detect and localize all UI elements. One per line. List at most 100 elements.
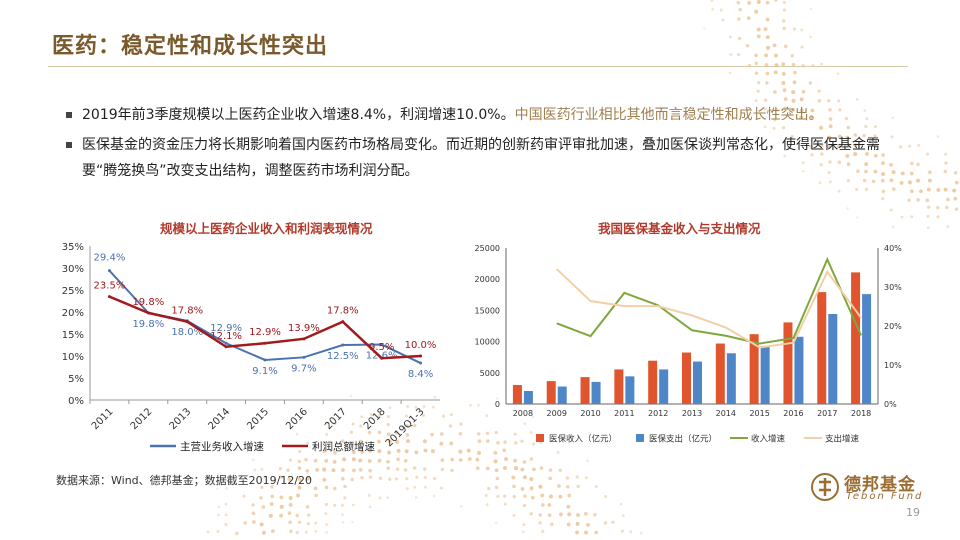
x-tick-label: 2018 <box>851 409 871 418</box>
decorative-dot <box>289 530 292 533</box>
decorative-dot <box>764 27 768 31</box>
decorative-dot <box>907 199 910 202</box>
decorative-dot <box>926 153 929 156</box>
decorative-dot <box>406 487 409 490</box>
decorative-dot <box>945 206 948 209</box>
decorative-dot <box>487 487 490 490</box>
decorative-dot <box>757 35 761 39</box>
decorative-dot <box>252 512 256 516</box>
page-title: 医药：稳定性和成长性突出 <box>52 28 328 60</box>
decorative-dot <box>558 495 562 499</box>
decorative-dot <box>322 478 326 482</box>
decorative-dot <box>917 144 920 147</box>
x-tick-label: 2009 <box>547 409 567 418</box>
decorative-dot <box>216 488 218 490</box>
logo-icon <box>810 472 840 502</box>
legend-label: 医保支出（亿元） <box>649 434 717 445</box>
decorative-dot <box>764 53 768 57</box>
decorative-dot <box>485 494 488 497</box>
bar-expense <box>727 353 736 404</box>
decorative-dot <box>908 180 912 184</box>
decorative-dot <box>757 0 761 4</box>
decorative-dot <box>901 216 904 219</box>
decorative-dot <box>557 484 561 488</box>
decorative-dot <box>270 502 274 506</box>
bar-expense <box>761 346 770 404</box>
decorative-dot <box>566 476 569 479</box>
decorative-dot <box>306 505 310 509</box>
x-tick-label: 2012 <box>129 406 155 432</box>
decorative-dot <box>773 90 777 94</box>
decorative-dot <box>405 477 408 480</box>
data-point <box>302 337 305 340</box>
decorative-dot <box>262 505 266 509</box>
y-left-tick-label: 10000 <box>475 338 500 347</box>
bullet-item: 2019年前3季度规模以上医药企业收入增速8.4%，利润增速10.0%。中国医药… <box>66 102 906 128</box>
decorative-dot <box>720 9 723 12</box>
decorative-dot <box>820 63 823 66</box>
decorative-dot <box>566 485 570 489</box>
decorative-dot <box>460 505 463 508</box>
bullet-text: 2019年前3季度规模以上医药企业收入增速8.4%，利润增速10.0%。 <box>82 107 515 123</box>
y-tick-label: 0% <box>68 396 84 407</box>
decorative-dot <box>818 90 821 93</box>
decorative-dot <box>512 514 515 517</box>
decorative-dot <box>388 478 391 481</box>
decorative-dot <box>538 485 542 489</box>
bar-expense <box>828 314 837 404</box>
decorative-dot <box>440 487 443 490</box>
decorative-dot <box>919 189 923 193</box>
decorative-dot <box>224 503 227 506</box>
y-left-tick-label: 15000 <box>475 306 500 315</box>
bar-expense <box>862 294 871 404</box>
decorative-dot <box>305 531 308 534</box>
decorative-dot <box>351 521 353 523</box>
decorative-dot <box>530 512 533 515</box>
decorative-dot <box>289 503 293 507</box>
decorative-dot <box>855 188 858 191</box>
decorative-dot <box>586 523 590 527</box>
decorative-dot <box>549 495 553 499</box>
decorative-dot <box>755 62 759 66</box>
decorative-dot <box>413 486 416 489</box>
decorative-dot <box>343 485 346 488</box>
decorative-dot <box>927 188 931 192</box>
decorative-dot <box>532 468 536 472</box>
x-tick-label: 2017 <box>323 406 349 432</box>
legend-label: 收入增速 <box>751 434 786 445</box>
decorative-dot <box>548 477 552 481</box>
decorative-dot <box>459 432 463 436</box>
data-point <box>419 362 422 365</box>
decorative-dot <box>955 181 959 185</box>
decorative-dot <box>604 521 607 524</box>
x-tick-label: 2013 <box>682 409 702 418</box>
decorative-dot <box>846 207 848 209</box>
decorative-dot <box>593 513 596 516</box>
decorative-dot <box>550 522 553 525</box>
bar-income <box>817 292 826 404</box>
decorative-dot <box>953 197 957 201</box>
data-point <box>147 311 150 314</box>
decorative-dot <box>512 485 516 489</box>
decorative-dot <box>360 476 363 479</box>
decorative-dot <box>567 523 571 527</box>
decorative-dot <box>522 530 525 533</box>
decorative-dot <box>703 27 705 29</box>
decorative-dot <box>595 485 598 488</box>
decorative-dot <box>529 477 533 481</box>
decorative-dot <box>369 505 372 508</box>
x-tick-label: 2010 <box>580 409 600 418</box>
decorative-dot <box>800 28 803 31</box>
decorative-dot <box>495 468 499 472</box>
x-tick-label: 2016 <box>284 406 310 432</box>
x-tick-label: 2011 <box>90 406 116 432</box>
decorative-dot <box>458 450 462 454</box>
line-chart-pharma-growth: 0%5%10%15%20%25%30%35%2011 2012 2013 2014 20… <box>50 234 450 474</box>
decorative-dot <box>486 467 490 471</box>
bar-expense <box>625 376 634 404</box>
decorative-dot <box>952 189 956 193</box>
data-label: 9.5% <box>369 342 394 353</box>
decorative-dot <box>800 46 803 49</box>
decorative-dot <box>910 162 914 166</box>
decorative-dot <box>611 521 614 524</box>
